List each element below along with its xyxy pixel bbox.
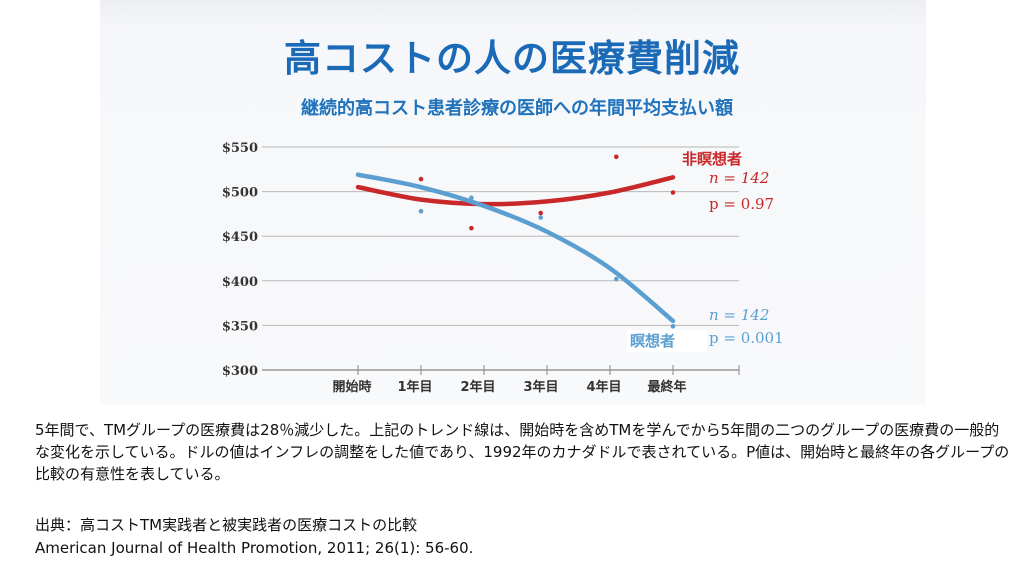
y-tick-label: $300 (222, 364, 258, 379)
trend-line-meditators (355, 172, 676, 324)
source-label: 出典：高コストTM実践者と被実践者の医療コストの比較 (35, 516, 418, 534)
legend-non-meditators: 非瞑想者 (682, 150, 742, 168)
caption-text: 5年間で、TMグループの医療費は28％減少した。上記のトレンド線は、開始時を含め… (35, 421, 1010, 483)
slide-title: 高コストの人の医療費削減 (284, 37, 740, 80)
y-tick-label: $500 (222, 186, 258, 201)
y-tick-label: $550 (222, 141, 258, 156)
trend-line-non-meditators (355, 175, 676, 207)
data-point-non-meditators (469, 225, 474, 231)
data-point-meditators (538, 215, 543, 220)
x-tick-label: 4年目 (586, 379, 621, 395)
y-tick-label: $400 (222, 275, 258, 290)
x-tick-label: 1年目 (397, 379, 432, 395)
x-tick-label: 開始時 (332, 379, 371, 395)
source: 出典：高コストTM実践者と被実践者の医療コストの比較 American Jour… (35, 514, 473, 560)
data-point-meditators (614, 276, 619, 282)
legend-meditators: 瞑想者 (630, 332, 675, 350)
legend-background (627, 330, 707, 352)
data-point-non-meditators (418, 176, 424, 182)
data-point-non-meditators (538, 210, 543, 216)
y-tick-label: $350 (222, 319, 258, 334)
x-tick-label: 3年目 (523, 379, 558, 395)
source-citation: American Journal of Health Promotion, 20… (35, 539, 474, 557)
data-point-meditators (418, 208, 424, 214)
data-point-non-meditators (670, 190, 676, 195)
n-label-meditators: n = 142 (709, 306, 769, 324)
y-tick-label: $450 (222, 230, 258, 245)
p-label-non-meditators: p = 0.97 (709, 195, 774, 213)
x-tick-label: 2年目 (460, 379, 495, 395)
n-label-non-meditators: n = 142 (709, 169, 769, 187)
x-tick-label: 最終年 (647, 379, 686, 395)
data-point-meditators (670, 323, 676, 329)
chart-title: 継続的高コスト患者診療の医師への年間平均支払い額 (301, 98, 733, 119)
data-point-non-meditators (614, 154, 619, 160)
p-label-meditators: p = 0.001 (709, 329, 784, 347)
chart: $300 $350 $400 $450 $500 $550 開始時 1年目 2年目 3年目 4年目 最… (222, 141, 784, 395)
